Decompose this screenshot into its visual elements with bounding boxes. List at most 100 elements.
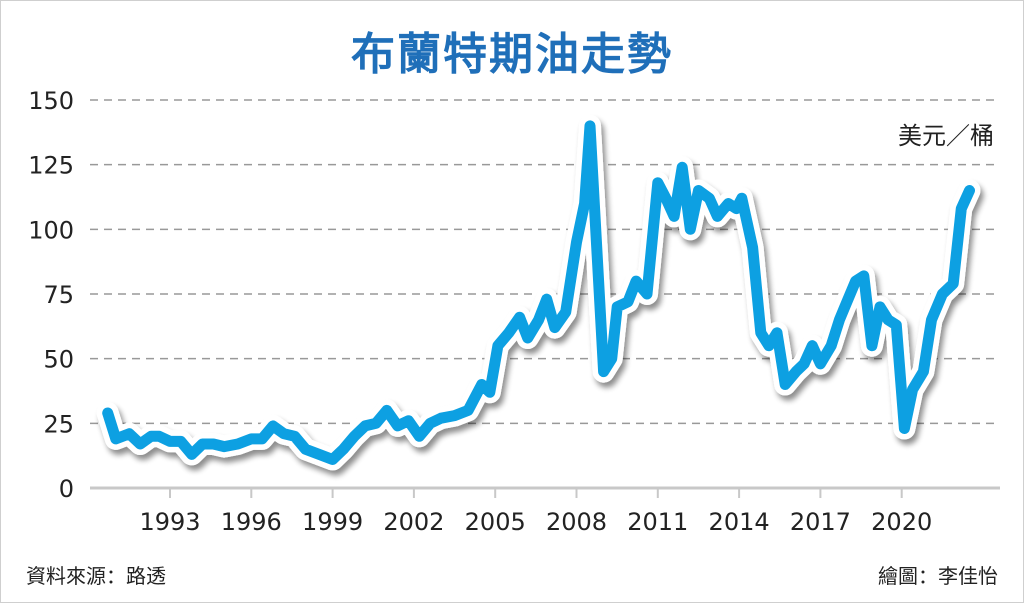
data-point [128,433,130,435]
data-point [212,443,214,445]
data-point [752,246,754,248]
data-point [318,453,320,455]
source-note: 資料來源：路透 [26,564,166,588]
data-point [305,448,306,450]
data-point [440,417,442,419]
data-point [681,166,683,168]
data-point [283,433,285,435]
data-point [237,443,239,445]
data-point [294,435,296,437]
data-point [627,301,629,303]
data-point [364,425,366,427]
data-point [735,208,737,210]
x-tick-label: 2020 [871,508,932,536]
data-point [375,422,377,424]
data-point [838,319,840,321]
data-point [716,215,718,217]
data-point [418,435,420,437]
data-point [508,332,510,334]
data-point [657,182,659,184]
data-point [158,435,160,437]
x-tick-label: 2008 [546,508,607,536]
data-point [903,428,905,430]
data-point [603,371,605,373]
data-point [407,420,409,422]
data-point [665,197,667,199]
data-point [819,363,821,365]
series-outline [96,114,981,471]
data-point [863,275,865,277]
y-tick-label: 50 [43,346,74,374]
data-point [741,197,743,199]
data-point [616,306,618,308]
unit-label: 美元／桶 [898,122,994,150]
data-point [830,345,832,347]
data-point [803,363,805,365]
data-point [968,190,970,192]
data-point [169,440,171,442]
credit-note: 繪圖：李佳怡 [878,564,998,588]
data-point [727,202,729,204]
data-point [107,412,109,414]
data-point [565,311,567,313]
data-point [673,215,675,217]
data-point [768,345,770,347]
data-point [397,425,399,427]
x-tick-label: 2017 [790,508,851,536]
data-point [855,280,857,282]
data-point [887,319,889,321]
y-tick-label: 100 [28,216,74,244]
data-point [922,371,924,373]
data-point [454,415,456,417]
data-point [180,440,182,442]
data-point [332,459,334,461]
data-point [519,316,521,318]
data-point [527,337,529,339]
data-point [139,443,141,445]
y-tick-label: 75 [43,281,74,309]
data-point [871,345,873,347]
data-point [697,190,699,192]
data-point [584,202,586,204]
x-tick-label: 1993 [139,508,200,536]
data-point [223,446,225,448]
data-point [635,280,637,282]
data-point [912,389,914,391]
data-point [546,298,548,300]
x-tick-label: 2002 [383,508,444,536]
data-point [760,332,762,334]
data-point [795,371,797,373]
y-tick-label: 0 [59,475,74,503]
chart-title: 布蘭特期油走勢 [351,29,673,80]
data-point [811,345,813,347]
data-point [931,319,933,321]
data-point [489,391,491,393]
y-tick-label: 125 [28,152,74,180]
data-point [342,448,344,450]
data-point [538,319,540,321]
y-tick-label: 150 [28,87,74,115]
data-point [646,293,648,295]
data-point [611,358,613,360]
data-point [708,197,710,199]
data-point [879,306,881,308]
data-point [261,438,263,440]
data-point [467,409,469,411]
data-point [353,435,355,437]
x-tick-label: 2014 [709,508,770,536]
data-point [115,438,117,440]
y-tick-label: 25 [43,410,74,438]
data-point [844,306,846,308]
data-point [776,332,778,334]
data-point [941,293,943,295]
data-point [150,435,152,437]
data-point [429,422,431,424]
data-point [960,208,962,210]
data-point [554,327,556,329]
data-point [576,241,577,243]
data-point [952,283,954,285]
data-point [202,443,204,445]
x-tick-label: 2005 [465,508,526,536]
data-point [272,425,274,427]
